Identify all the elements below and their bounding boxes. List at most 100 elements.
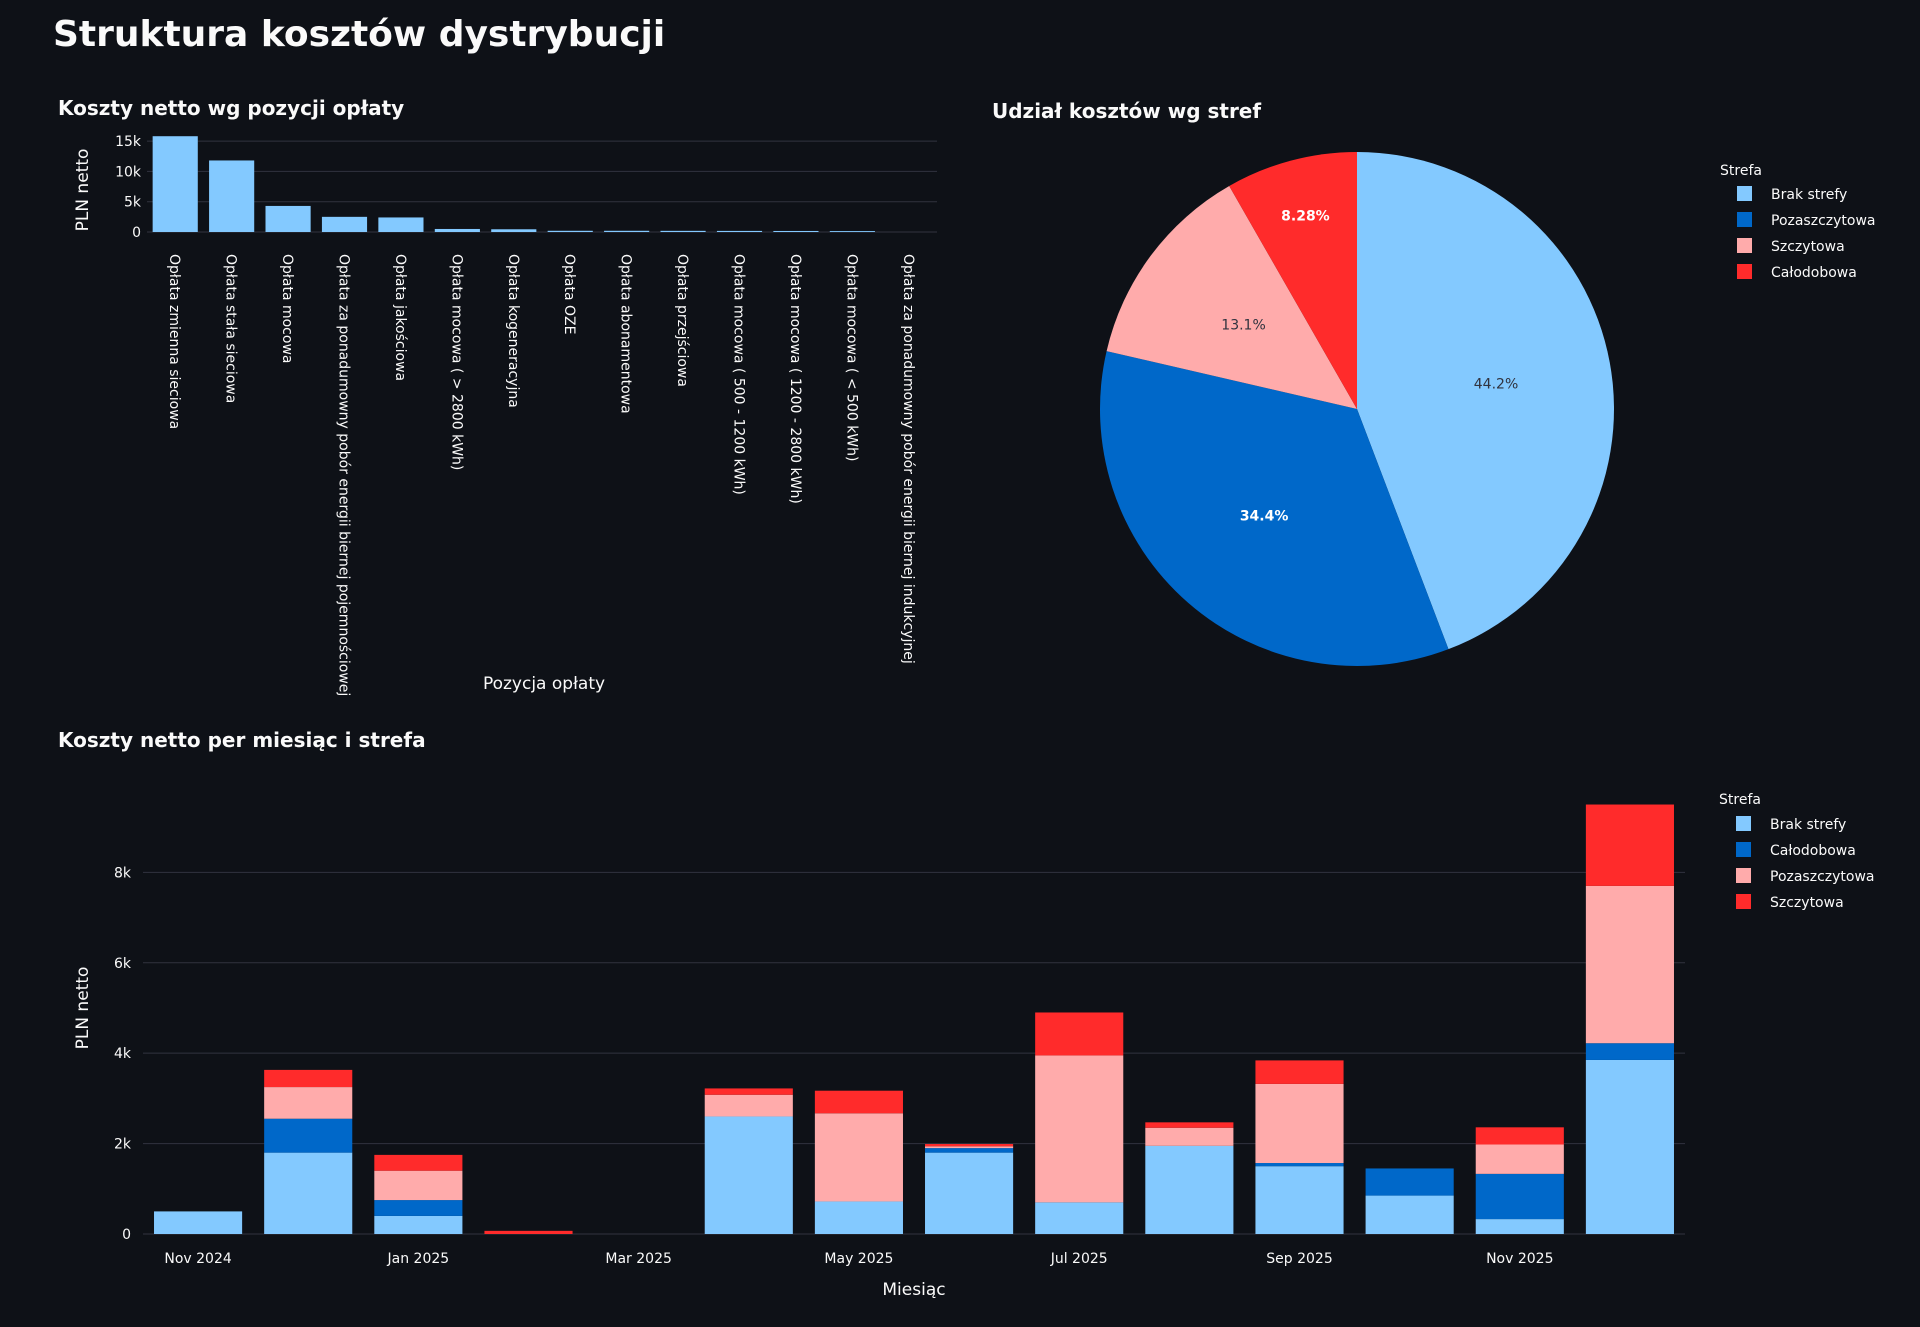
x-tick-label: Opłata mocowa — [279, 254, 295, 363]
y-tick-label: 5k — [124, 195, 142, 211]
x-tick-label: Opłata OZE — [561, 254, 577, 334]
bar — [209, 160, 255, 232]
y-tick-label: 0 — [132, 225, 141, 241]
pie-slice-label: 44.2% — [1474, 376, 1518, 392]
pie-slice-label: 34.4% — [1240, 509, 1289, 525]
y-tick-label: 0 — [122, 1227, 131, 1243]
stacked-bar-segment — [1035, 1202, 1124, 1234]
legend-title: Strefa — [1720, 163, 1762, 179]
stacked-bar-segment — [264, 1087, 353, 1119]
bar — [434, 228, 480, 232]
legend-swatch — [1736, 894, 1751, 909]
legend-swatch — [1737, 186, 1752, 201]
stacked-bar-segment — [704, 1116, 793, 1234]
legend-label: Brak strefy — [1771, 187, 1847, 203]
legend-label: Brak strefy — [1770, 817, 1846, 833]
stacked-bar-segment — [1255, 1163, 1344, 1167]
stacked-bar-segment — [814, 1113, 903, 1202]
stacked-bar-segment — [264, 1069, 353, 1088]
bar — [547, 230, 593, 232]
stacked-bar-segment — [1035, 1012, 1124, 1056]
x-tick-label: Opłata przejściowa — [674, 254, 690, 387]
legend-label: Całodobowa — [1770, 843, 1856, 859]
stacked-bar-segment — [925, 1152, 1014, 1234]
stacked-bar-segment — [1255, 1060, 1344, 1084]
y-tick-label: 15k — [115, 134, 142, 150]
bar — [491, 229, 537, 232]
legend-label: Pozaszczytowa — [1770, 869, 1875, 885]
x-tick-label: Jan 2025 — [387, 1251, 450, 1267]
legend-swatch — [1737, 264, 1752, 279]
x-tick-label: Sep 2025 — [1266, 1251, 1332, 1267]
stacked-bar-segment — [374, 1170, 463, 1201]
stacked-bar-segment — [484, 1230, 573, 1234]
stacked-bar-segment — [925, 1148, 1014, 1153]
y-tick-label: 10k — [115, 164, 142, 180]
pie-slice — [1357, 152, 1615, 650]
stacked-bar-segment — [1585, 885, 1674, 1044]
pie-slice — [1106, 186, 1357, 409]
x-tick-label: Opłata stała sieciowa — [223, 254, 239, 403]
y-tick-label: 4k — [114, 1046, 132, 1062]
pie-slice-label: 13.1% — [1221, 318, 1265, 334]
x-tick-label: Opłata zmienna sieciowa — [166, 254, 182, 429]
x-tick-label: Opłata mocowa ( 1200 - 2800 kWh) — [787, 254, 803, 504]
x-axis-title: Pozycja opłaty — [483, 674, 605, 694]
pie-slice — [1229, 152, 1357, 409]
y-tick-label: 8k — [114, 865, 132, 881]
stacked-bar-segment — [1475, 1219, 1564, 1234]
legend-label: Pozaszczytowa — [1771, 213, 1876, 229]
legend-swatch — [1737, 238, 1752, 253]
x-tick-label: Opłata za ponadumowny pobór energii bier… — [336, 254, 352, 696]
bar — [716, 230, 763, 232]
stacked-bar-segment — [1145, 1145, 1234, 1234]
y-tick-label: 2k — [114, 1137, 132, 1153]
y-tick-label: 6k — [114, 956, 132, 972]
x-tick-label: Opłata mocowa ( 500 - 1200 kWh) — [731, 254, 747, 495]
stacked-bar-segment — [1365, 1168, 1454, 1196]
stacked-bar-segment — [1255, 1083, 1344, 1164]
x-tick-label: Jul 2025 — [1050, 1251, 1108, 1267]
y-axis-title: PLN netto — [73, 967, 93, 1050]
pie-slice — [1099, 351, 1449, 667]
stacked-bar-segment — [1145, 1127, 1234, 1146]
pie-slice-label: 8.28% — [1281, 208, 1330, 224]
pie-chart-title: Udział kosztów wg stref — [992, 99, 1262, 123]
bar — [321, 216, 368, 232]
stacked-bar-segment — [264, 1118, 353, 1153]
stacked-bar-segment — [154, 1211, 243, 1234]
y-axis-title: PLN netto — [73, 149, 93, 232]
stacked-bar-segment — [1475, 1144, 1564, 1174]
bar — [829, 231, 875, 232]
legend-title: Strefa — [1719, 792, 1761, 808]
x-tick-label: May 2025 — [824, 1251, 893, 1267]
page-title: Struktura kosztów dystrybucji — [53, 14, 666, 55]
stacked-bar-segment — [925, 1146, 1014, 1149]
legend-label: Szczytowa — [1770, 895, 1844, 911]
stacked-bar-segment — [1585, 804, 1674, 886]
stacked-bar-segment — [264, 1152, 353, 1234]
x-tick-label: Opłata abonamentowa — [618, 254, 634, 414]
stacked-bar-segment — [704, 1088, 793, 1095]
stacked-bar-segment — [1365, 1195, 1454, 1234]
stacked-bar-segment — [925, 1144, 1014, 1147]
legend-swatch — [1736, 842, 1751, 857]
stacked-bar-segment — [1585, 1059, 1674, 1234]
stacked-bar-segment — [1585, 1043, 1674, 1060]
bar — [604, 230, 650, 232]
stacked-bar-segment — [374, 1154, 463, 1171]
bar — [152, 136, 198, 232]
legend-label: Całodobowa — [1771, 265, 1857, 281]
stacked-bar-segment — [1035, 1055, 1124, 1203]
stacked-bar-segment — [704, 1094, 793, 1117]
x-tick-label: Opłata kogeneracyjna — [505, 254, 521, 408]
x-tick-label: Mar 2025 — [605, 1251, 672, 1267]
stacked-chart-title: Koszty netto per miesiąc i strefa — [58, 728, 426, 752]
x-tick-label: Opłata mocowa ( > 2800 kWh) — [448, 254, 464, 470]
x-tick-label: Nov 2025 — [1486, 1251, 1553, 1267]
legend-swatch — [1737, 212, 1752, 227]
x-tick-label: Nov 2024 — [164, 1251, 231, 1267]
